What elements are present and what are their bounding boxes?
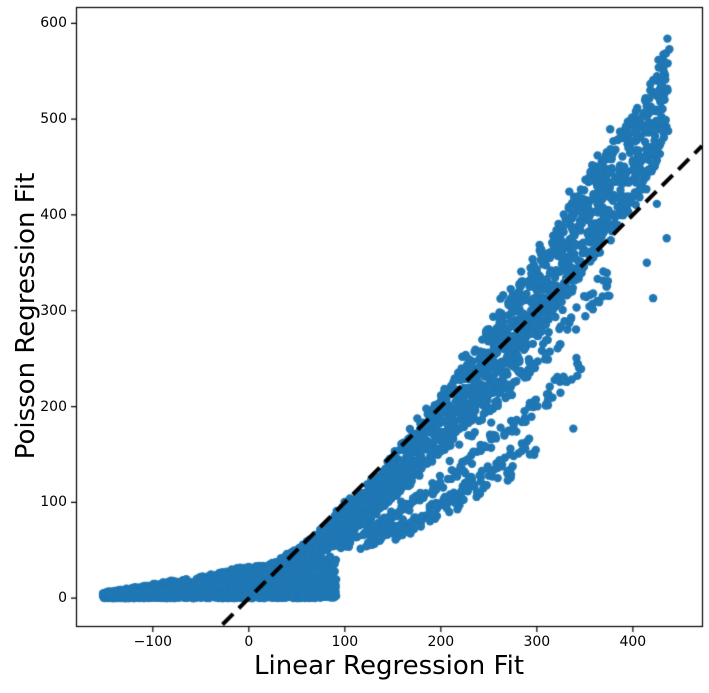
- x-tick-label: 0: [244, 634, 254, 650]
- y-tick-label: 400: [40, 206, 67, 223]
- y-tick-label: 600: [40, 15, 67, 32]
- x-axis-label: Linear Regression Fit: [253, 651, 525, 681]
- y-tick-label: 0: [58, 590, 67, 607]
- y-tick-label: 100: [40, 494, 67, 511]
- x-tick-label: 100: [331, 634, 359, 650]
- x-tick-label: −100: [133, 634, 173, 650]
- y-tick-label: 200: [40, 398, 67, 415]
- y-tick-label: 500: [40, 111, 67, 128]
- x-tick-label: 200: [427, 634, 455, 650]
- y-axis-label: Poisson Regression Fit: [11, 172, 41, 460]
- x-tick-label: 300: [523, 634, 551, 650]
- y-tick-label: 300: [40, 302, 67, 319]
- x-tick-label: 400: [619, 634, 647, 650]
